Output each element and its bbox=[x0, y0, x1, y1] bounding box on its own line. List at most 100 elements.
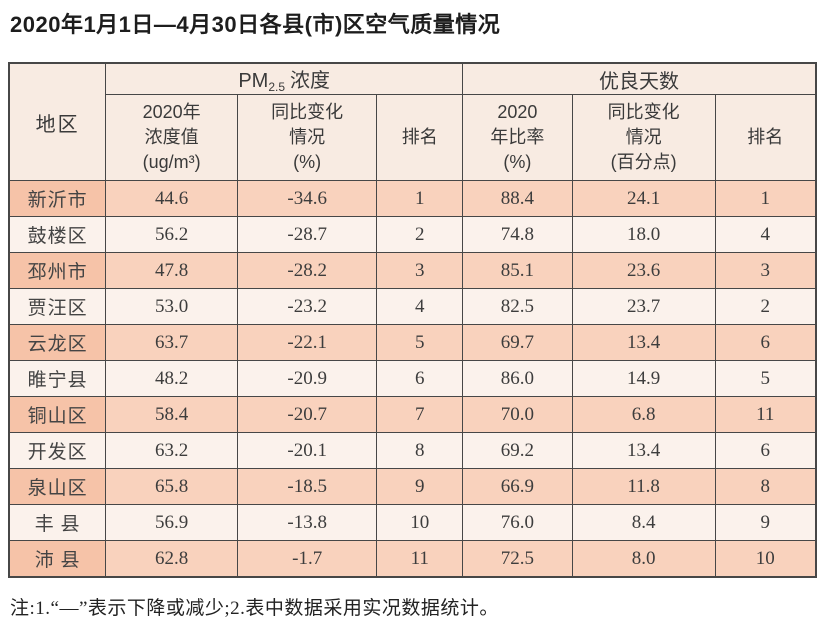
days-rate-cell: 70.0 bbox=[462, 396, 573, 433]
region-cell: 泉山区 bbox=[8, 468, 107, 505]
pm-rank-cell: 8 bbox=[376, 432, 463, 469]
header-days-rate: 2020 年比率 (%) bbox=[462, 94, 573, 181]
pm-label-suffix: 浓度 bbox=[290, 70, 330, 92]
header-pm-rank: 排名 bbox=[376, 94, 463, 181]
pm-change-cell: -20.7 bbox=[236, 396, 378, 433]
header-pm-change: 同比变化 情况 (%) bbox=[236, 94, 378, 181]
days-rank-cell: 9 bbox=[714, 504, 817, 541]
pm-label-prefix: PM bbox=[238, 70, 269, 92]
days-rank-cell: 4 bbox=[714, 216, 817, 253]
days-rate-cell: 86.0 bbox=[462, 360, 573, 397]
days-rate-cell: 69.2 bbox=[462, 432, 573, 469]
pm-change-cell: -34.6 bbox=[236, 180, 378, 217]
days-rank-cell: 2 bbox=[714, 288, 817, 325]
days-change-cell: 18.0 bbox=[571, 216, 716, 253]
pm-change-cell: -28.7 bbox=[236, 216, 378, 253]
table-row: 鼓楼区 56.2 -28.7 2 74.8 18.0 4 bbox=[8, 216, 817, 253]
region-cell: 开发区 bbox=[8, 432, 107, 469]
pm-value-cell: 53.0 bbox=[105, 288, 238, 325]
header-region: 地区 bbox=[8, 62, 107, 181]
footnote: 注:1.“—”表示下降或减少;2.表中数据采用实况数据统计。 bbox=[10, 598, 499, 619]
days-change-cell: 14.9 bbox=[571, 360, 716, 397]
table-row: 泉山区 65.8 -18.5 9 66.9 11.8 8 bbox=[8, 468, 817, 505]
region-cell: 鼓楼区 bbox=[8, 216, 107, 253]
pm-rank-cell: 1 bbox=[376, 180, 463, 217]
days-rate-cell: 66.9 bbox=[462, 468, 573, 505]
pm-value-cell: 65.8 bbox=[105, 468, 238, 505]
pm-change-cell: -18.5 bbox=[236, 468, 378, 505]
days-rate-cell: 69.7 bbox=[462, 324, 573, 361]
days-change-cell: 23.7 bbox=[571, 288, 716, 325]
header-days-change: 同比变化 情况 (百分点) bbox=[571, 94, 716, 181]
region-cell: 丰 县 bbox=[8, 504, 107, 541]
header-pm-value: 2020年 浓度值 (ug/m³) bbox=[105, 94, 238, 181]
pm-rank-cell: 11 bbox=[376, 540, 463, 578]
pm-value-cell: 58.4 bbox=[105, 396, 238, 433]
air-quality-table: 地区 PM2.5 浓度 优良天数 2020年 浓度值 (ug/m³) 同比变化 情… bbox=[8, 62, 817, 578]
pm-rank-cell: 5 bbox=[376, 324, 463, 361]
days-change-cell: 11.8 bbox=[571, 468, 716, 505]
page-title: 2020年1月1日—4月30日各县(市)区空气质量情况 bbox=[10, 12, 501, 37]
table-row: 睢宁县 48.2 -20.9 6 86.0 14.9 5 bbox=[8, 360, 817, 397]
days-rank-cell: 11 bbox=[714, 396, 817, 433]
days-rank-cell: 6 bbox=[714, 324, 817, 361]
pm-value-cell: 48.2 bbox=[105, 360, 238, 397]
pm-rank-cell: 4 bbox=[376, 288, 463, 325]
table-row: 新沂市 44.6 -34.6 1 88.4 24.1 1 bbox=[8, 180, 817, 217]
pm-change-cell: -23.2 bbox=[236, 288, 378, 325]
pm-change-cell: -28.2 bbox=[236, 252, 378, 289]
table-body: 新沂市 44.6 -34.6 1 88.4 24.1 1 鼓楼区 56.2 -2… bbox=[8, 180, 817, 578]
table-row: 云龙区 63.7 -22.1 5 69.7 13.4 6 bbox=[8, 324, 817, 361]
region-cell: 沛 县 bbox=[8, 540, 107, 578]
pm-value-cell: 63.7 bbox=[105, 324, 238, 361]
days-rate-cell: 74.8 bbox=[462, 216, 573, 253]
header-pm-group: PM2.5 浓度 bbox=[105, 62, 463, 95]
table-row: 贾汪区 53.0 -23.2 4 82.5 23.7 2 bbox=[8, 288, 817, 325]
header-days-group: 优良天数 bbox=[462, 62, 817, 95]
table-row: 铜山区 58.4 -20.7 7 70.0 6.8 11 bbox=[8, 396, 817, 433]
pm-value-cell: 44.6 bbox=[105, 180, 238, 217]
days-change-cell: 13.4 bbox=[571, 432, 716, 469]
region-cell: 睢宁县 bbox=[8, 360, 107, 397]
days-rank-cell: 5 bbox=[714, 360, 817, 397]
table-row: 丰 县 56.9 -13.8 10 76.0 8.4 9 bbox=[8, 504, 817, 541]
region-cell: 云龙区 bbox=[8, 324, 107, 361]
days-change-cell: 6.8 bbox=[571, 396, 716, 433]
pm-rank-cell: 7 bbox=[376, 396, 463, 433]
days-change-cell: 13.4 bbox=[571, 324, 716, 361]
pm-value-cell: 47.8 bbox=[105, 252, 238, 289]
days-rate-cell: 76.0 bbox=[462, 504, 573, 541]
pm-value-cell: 63.2 bbox=[105, 432, 238, 469]
pm-rank-cell: 9 bbox=[376, 468, 463, 505]
pm-rank-cell: 2 bbox=[376, 216, 463, 253]
pm-change-cell: -1.7 bbox=[236, 540, 378, 578]
region-cell: 邳州市 bbox=[8, 252, 107, 289]
days-rank-cell: 8 bbox=[714, 468, 817, 505]
days-rank-cell: 10 bbox=[714, 540, 817, 578]
table-row: 邳州市 47.8 -28.2 3 85.1 23.6 3 bbox=[8, 252, 817, 289]
pm-change-cell: -20.1 bbox=[236, 432, 378, 469]
pm-value-cell: 56.2 bbox=[105, 216, 238, 253]
days-change-cell: 8.4 bbox=[571, 504, 716, 541]
days-rank-cell: 6 bbox=[714, 432, 817, 469]
pm-change-cell: -22.1 bbox=[236, 324, 378, 361]
pm-value-cell: 62.8 bbox=[105, 540, 238, 578]
pm-rank-cell: 6 bbox=[376, 360, 463, 397]
table-row: 开发区 63.2 -20.1 8 69.2 13.4 6 bbox=[8, 432, 817, 469]
header-group-row: 地区 PM2.5 浓度 优良天数 bbox=[8, 62, 817, 181]
pm-rank-cell: 3 bbox=[376, 252, 463, 289]
days-rate-cell: 88.4 bbox=[462, 180, 573, 217]
days-change-cell: 24.1 bbox=[571, 180, 716, 217]
days-rate-cell: 82.5 bbox=[462, 288, 573, 325]
header-days-rank: 排名 bbox=[714, 94, 817, 181]
pm-change-cell: -20.9 bbox=[236, 360, 378, 397]
pm-rank-cell: 10 bbox=[376, 504, 463, 541]
days-change-cell: 8.0 bbox=[571, 540, 716, 578]
days-change-cell: 23.6 bbox=[571, 252, 716, 289]
pm-value-cell: 56.9 bbox=[105, 504, 238, 541]
region-cell: 铜山区 bbox=[8, 396, 107, 433]
region-cell: 贾汪区 bbox=[8, 288, 107, 325]
days-rate-cell: 85.1 bbox=[462, 252, 573, 289]
days-rank-cell: 1 bbox=[714, 180, 817, 217]
